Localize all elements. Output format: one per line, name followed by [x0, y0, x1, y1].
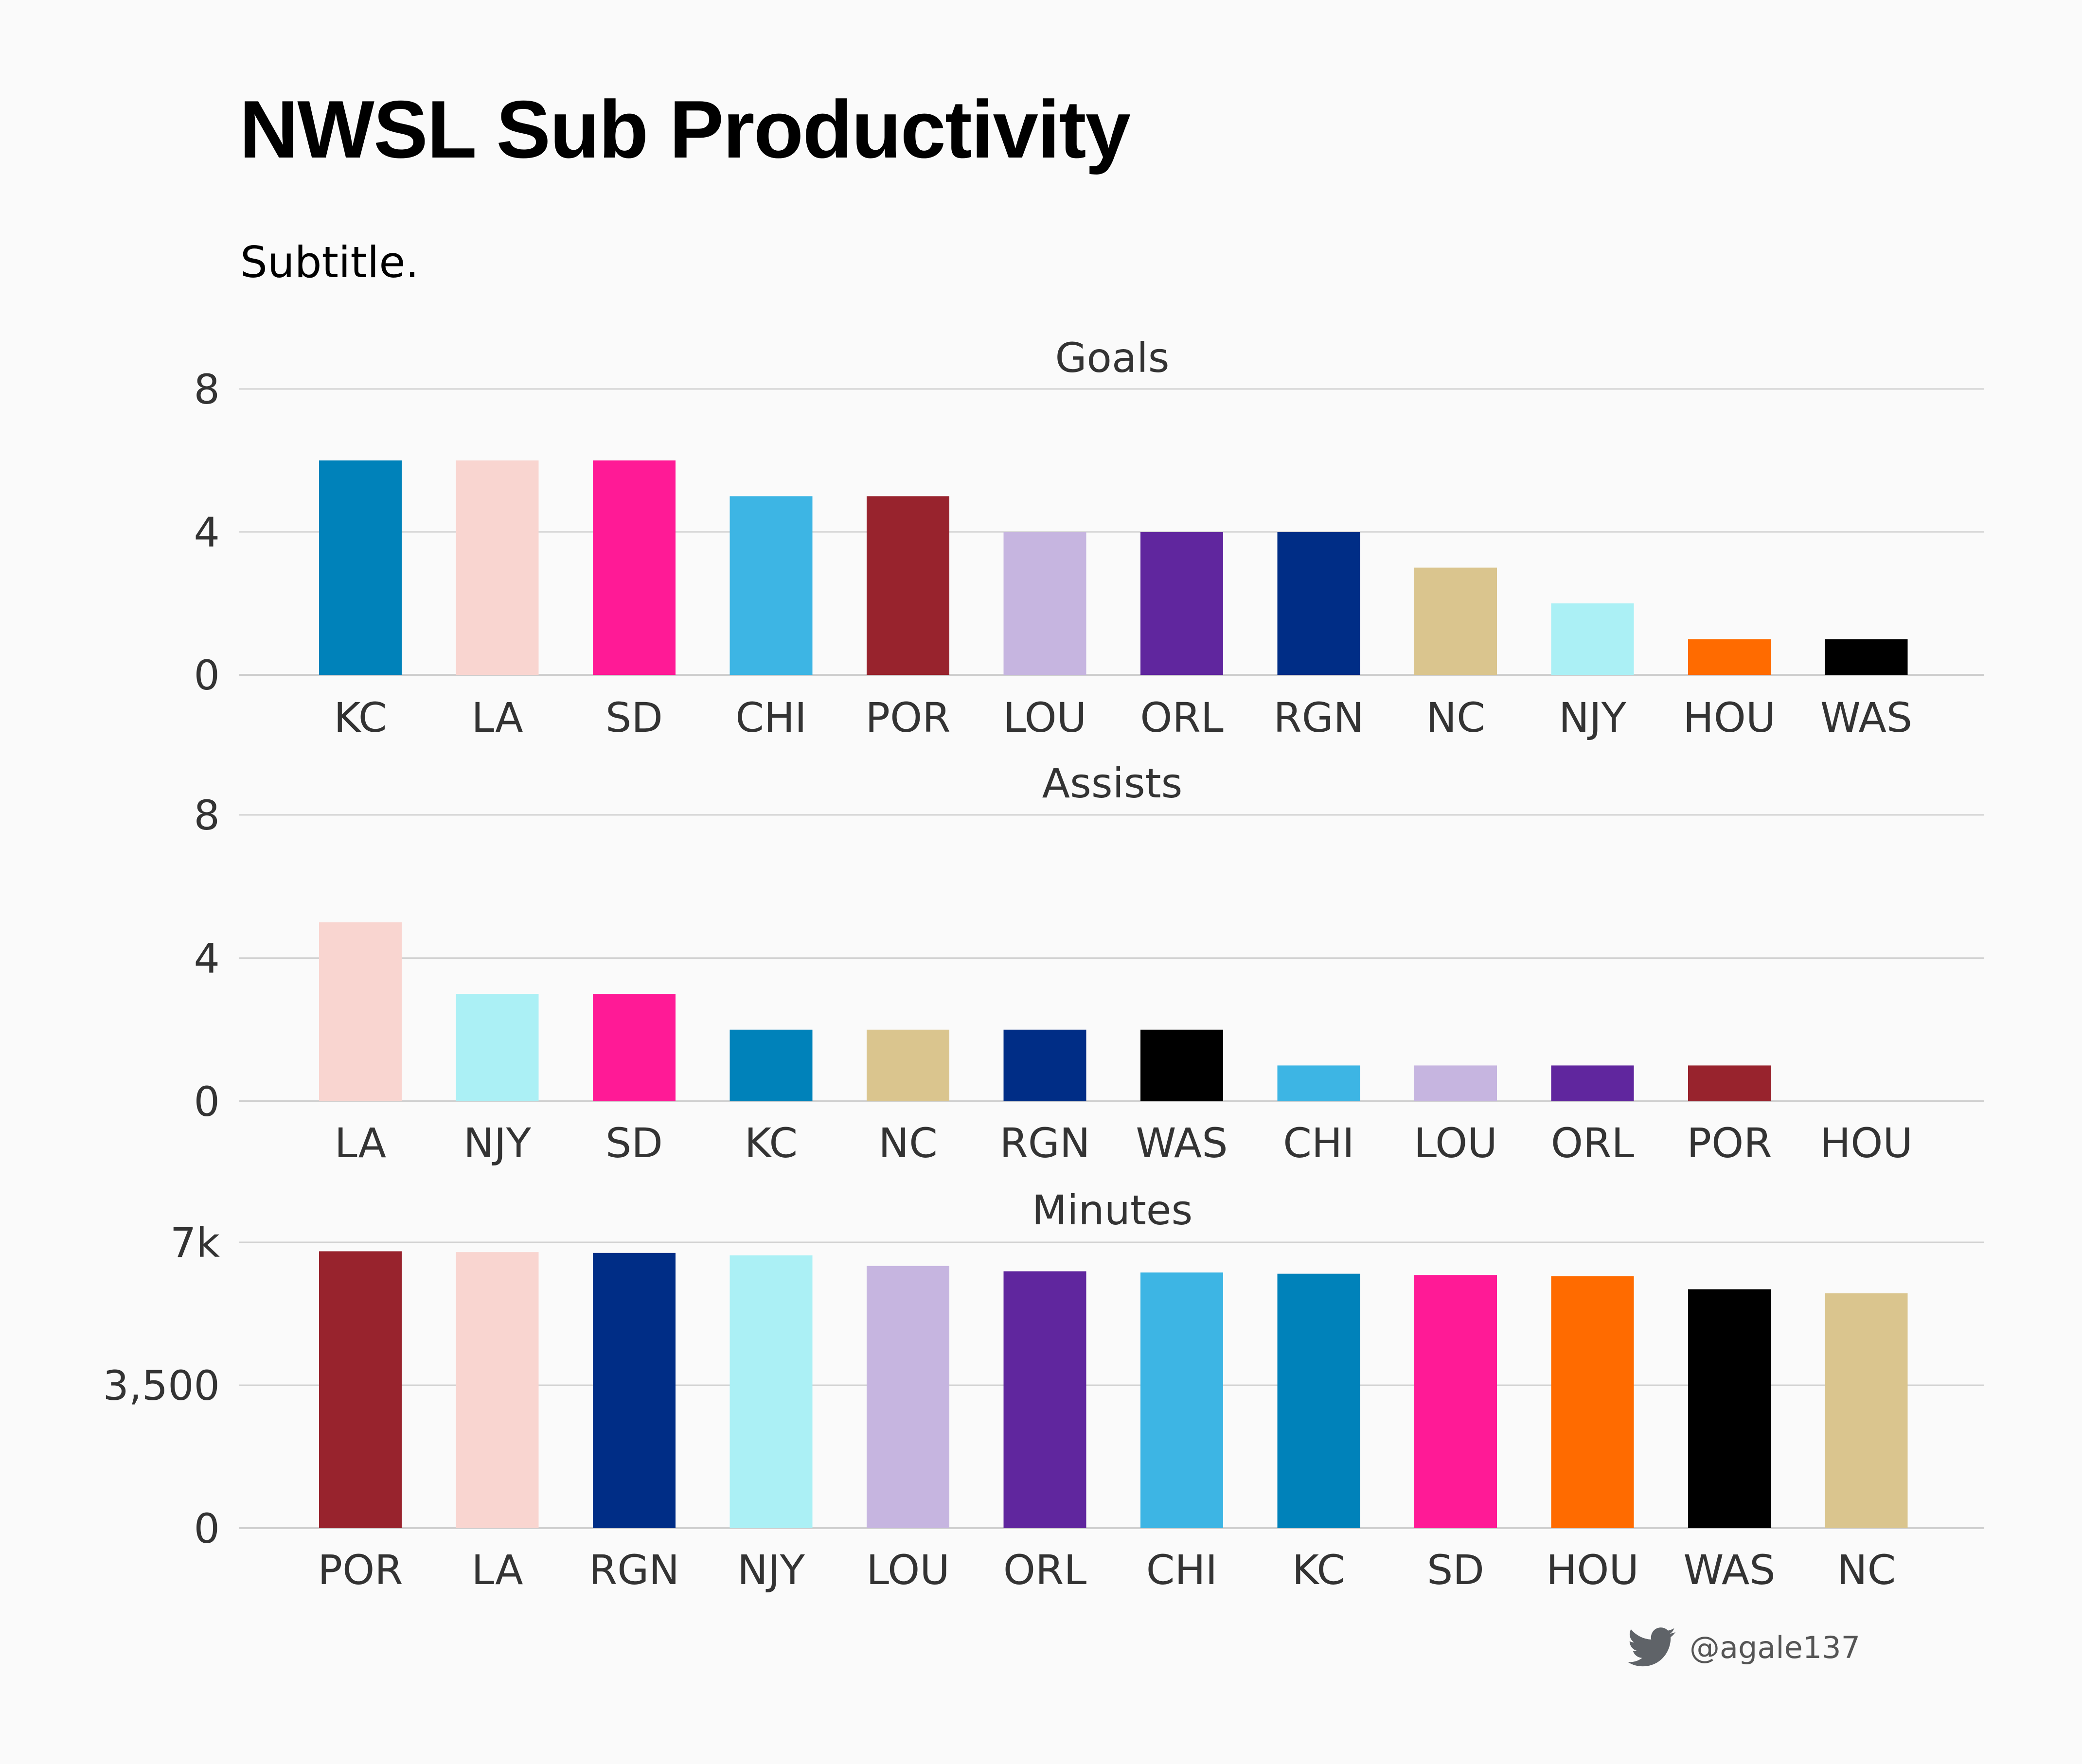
x-tick-label: KC	[1292, 1546, 1345, 1594]
y-tick-label: 8	[194, 366, 220, 413]
bar-was	[1825, 639, 1908, 675]
panel-title: Goals	[1055, 334, 1169, 382]
author-credit: @agale137	[1627, 1625, 1860, 1669]
x-tick-label: LA	[335, 1119, 386, 1167]
y-tick-label: 4	[194, 935, 220, 983]
x-tick-label: WAS	[1136, 1119, 1228, 1167]
x-tick-label: POR	[318, 1546, 403, 1594]
bar-njy	[730, 1255, 813, 1528]
x-tick-label: KC	[745, 1119, 798, 1167]
x-tick-label: RGN	[589, 1546, 679, 1594]
panel-title: Assists	[1042, 759, 1183, 807]
bar-por	[319, 1251, 402, 1528]
x-tick-label: SD	[1427, 1546, 1484, 1594]
x-tick-label: POR	[1687, 1119, 1772, 1167]
bar-kc	[730, 1029, 813, 1101]
x-tick-label: NJY	[463, 1119, 532, 1167]
chart-title: NWSL Sub Productivity	[239, 84, 1131, 175]
bar-orl	[1003, 1271, 1086, 1528]
x-tick-label: CHI	[1146, 1546, 1218, 1594]
x-tick-label: HOU	[1820, 1119, 1913, 1167]
y-tick-label: 4	[194, 509, 220, 556]
bar-rgn	[593, 1252, 676, 1528]
y-tick-label: 3,500	[103, 1362, 220, 1410]
y-tick-label: 7k	[170, 1219, 220, 1267]
x-tick-label: NC	[878, 1119, 938, 1167]
x-tick-label: HOU	[1546, 1546, 1639, 1594]
bar-lou	[1414, 1065, 1497, 1101]
bar-rgn	[1003, 1029, 1086, 1101]
bar-was	[1140, 1029, 1223, 1101]
x-tick-label: KC	[334, 694, 387, 741]
chart-subtitle: Subtitle.	[240, 237, 419, 287]
y-tick-label: 0	[194, 652, 220, 699]
bar-sd	[593, 460, 676, 675]
x-tick-label: SD	[605, 1119, 663, 1167]
bar-nc	[1825, 1293, 1908, 1528]
bar-orl	[1140, 532, 1223, 675]
bar-lou	[1003, 532, 1086, 675]
bar-la	[456, 1252, 539, 1528]
bar-nc	[867, 1029, 949, 1101]
bar-chi	[730, 496, 813, 675]
bar-sd	[593, 994, 676, 1101]
panel-assists: Assists 0 4 8 LA NJY SD KC NC RGN WAS CHI LOU ORL POR H…	[194, 759, 1984, 1167]
x-tick-label: LOU	[1414, 1119, 1497, 1167]
bar-lou	[867, 1266, 949, 1528]
bar-la	[456, 460, 539, 675]
x-tick-label: CHI	[735, 694, 807, 741]
bar-njy	[456, 994, 539, 1101]
bar-por	[867, 496, 949, 675]
bar-kc	[319, 460, 402, 675]
x-tick-label: POR	[865, 694, 950, 741]
x-tick-label: ORL	[1003, 1546, 1086, 1594]
x-tick-label: ORL	[1140, 694, 1223, 741]
x-tick-label: LA	[471, 1546, 523, 1594]
bar-was	[1688, 1289, 1771, 1528]
x-tick-label: LOU	[866, 1546, 949, 1594]
x-tick-label: RGN	[999, 1119, 1090, 1167]
panel-goals: Goals 0 4 8 KC LA SD CHI POR LOU ORL RGN NC NJY HOU WAS	[194, 334, 1984, 741]
x-tick-label: NC	[1426, 694, 1485, 741]
y-tick-label: 8	[194, 792, 220, 839]
x-tick-label: RGN	[1273, 694, 1364, 741]
bar-rgn	[1277, 532, 1360, 675]
bar-kc	[1277, 1273, 1360, 1528]
x-tick-label: WAS	[1683, 1546, 1775, 1594]
x-tick-label: SD	[605, 694, 663, 741]
bar-chi	[1277, 1065, 1360, 1101]
y-tick-label: 0	[194, 1078, 220, 1126]
bar-hou	[1688, 639, 1771, 675]
x-tick-label: ORL	[1551, 1119, 1634, 1167]
bar-por	[1688, 1065, 1771, 1101]
bar-chi	[1140, 1272, 1223, 1528]
y-tick-label: 0	[194, 1505, 220, 1552]
twitter-bird-icon	[1627, 1627, 1676, 1667]
x-tick-label: NJY	[737, 1546, 805, 1594]
x-tick-label: LA	[471, 694, 523, 741]
bar-orl	[1551, 1065, 1634, 1101]
panel-minutes: Minutes 0 3,500 7k POR LA RGN NJY LOU ORL CHI KC SD H…	[103, 1186, 1984, 1594]
x-tick-label: NJY	[1559, 694, 1627, 741]
x-tick-label: CHI	[1283, 1119, 1354, 1167]
bar-njy	[1551, 603, 1634, 675]
bar-sd	[1414, 1275, 1497, 1528]
bar-hou	[1551, 1276, 1634, 1528]
x-tick-label: LOU	[1003, 694, 1086, 741]
x-tick-label: NC	[1837, 1546, 1896, 1594]
bar-la	[319, 922, 402, 1101]
panel-title: Minutes	[1032, 1186, 1193, 1234]
x-tick-label: HOU	[1683, 694, 1776, 741]
x-tick-label: WAS	[1820, 694, 1912, 741]
bar-nc	[1414, 567, 1497, 675]
credit-handle: @agale137	[1690, 1629, 1861, 1665]
